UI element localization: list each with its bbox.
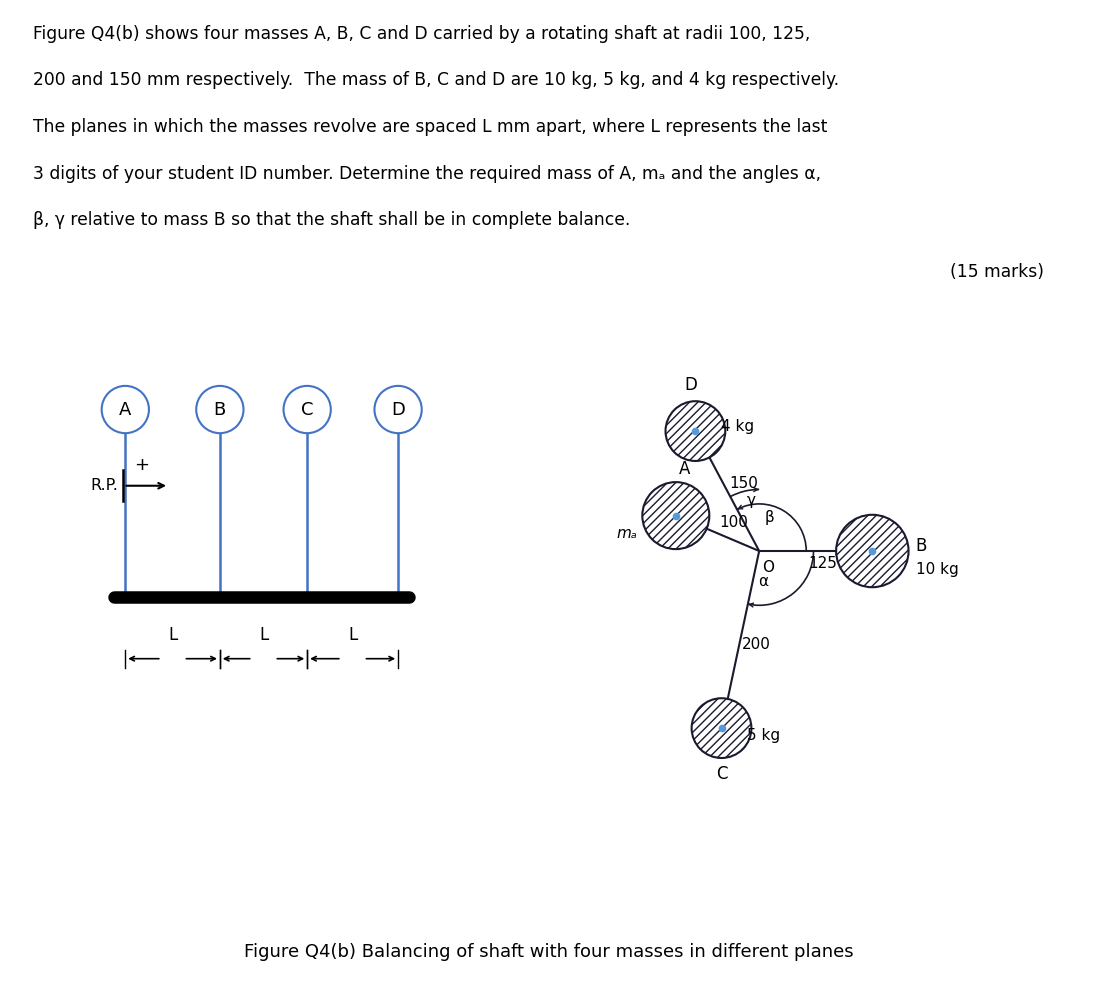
Text: mₐ: mₐ	[617, 526, 638, 542]
Circle shape	[374, 386, 422, 434]
Circle shape	[283, 386, 330, 434]
Text: 100: 100	[719, 515, 748, 530]
Text: 200: 200	[742, 637, 771, 652]
Text: R.P.: R.P.	[90, 478, 117, 493]
Text: 4 kg: 4 kg	[720, 419, 754, 434]
Text: β: β	[764, 510, 774, 525]
Text: 200 and 150 mm respectively.  The mass of B, C and D are 10 kg, 5 kg, and 4 kg r: 200 and 150 mm respectively. The mass of…	[33, 71, 839, 89]
Text: γ: γ	[747, 493, 757, 508]
Text: C: C	[301, 401, 313, 419]
Text: α: α	[759, 574, 769, 589]
Circle shape	[836, 515, 908, 587]
Text: 5 kg: 5 kg	[747, 728, 780, 743]
Text: L: L	[168, 626, 177, 644]
Text: Figure Q4(b) Balancing of shaft with four masses in different planes: Figure Q4(b) Balancing of shaft with fou…	[244, 942, 854, 961]
Text: O: O	[762, 559, 774, 574]
Circle shape	[197, 386, 244, 434]
Text: +: +	[134, 456, 149, 474]
Text: 150: 150	[729, 476, 758, 491]
Circle shape	[665, 401, 726, 461]
Text: The planes in which the masses revolve are spaced L mm apart, where L represents: The planes in which the masses revolve a…	[33, 118, 827, 136]
Text: B: B	[214, 401, 226, 419]
Text: C: C	[716, 765, 727, 784]
Text: D: D	[391, 401, 405, 419]
Text: B: B	[916, 538, 927, 556]
Text: L: L	[348, 626, 357, 644]
Text: β, γ relative to mass B so that the shaft shall be in complete balance.: β, γ relative to mass B so that the shaf…	[33, 211, 630, 229]
Circle shape	[642, 482, 709, 550]
Text: A: A	[119, 401, 132, 419]
Text: Figure Q4(b) shows four masses A, B, C and D carried by a rotating shaft at radi: Figure Q4(b) shows four masses A, B, C a…	[33, 25, 809, 43]
Text: 125: 125	[808, 557, 837, 571]
Circle shape	[692, 698, 751, 758]
Circle shape	[102, 386, 149, 434]
Text: 3 digits of your student ID number. Determine the required mass of A, mₐ and the: 3 digits of your student ID number. Dete…	[33, 165, 820, 183]
Text: 10 kg: 10 kg	[916, 561, 959, 576]
Text: L: L	[259, 626, 268, 644]
Text: D: D	[684, 376, 697, 394]
Text: A: A	[680, 459, 691, 477]
Text: (15 marks): (15 marks)	[951, 263, 1044, 281]
